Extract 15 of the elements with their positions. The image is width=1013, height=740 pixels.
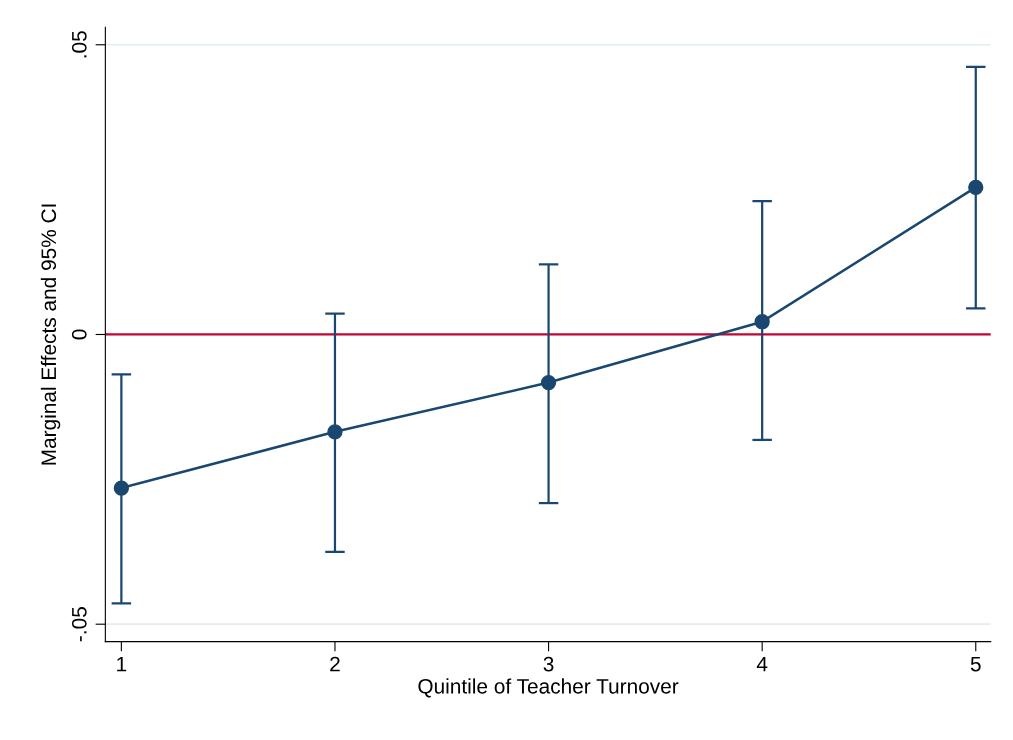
x-axis-title: Quintile of Teacher Turnover <box>418 678 679 698</box>
y-tick-label: -.05 <box>71 607 87 642</box>
x-tick-label: 2 <box>330 656 340 672</box>
point <box>113 480 130 496</box>
x-tick-label: 3 <box>543 656 554 672</box>
x-tick-label: 1 <box>117 656 127 672</box>
point <box>968 179 984 195</box>
x-tick-label: 5 <box>970 656 981 672</box>
y-tick-label: .05 <box>71 31 87 58</box>
x-tick-label: 4 <box>756 656 768 672</box>
y-axis-title: Marginal Effects and 95% CI <box>40 204 61 465</box>
point <box>754 314 770 330</box>
point <box>540 374 557 391</box>
point <box>327 424 343 440</box>
y-tick-label: 0 <box>71 329 87 340</box>
